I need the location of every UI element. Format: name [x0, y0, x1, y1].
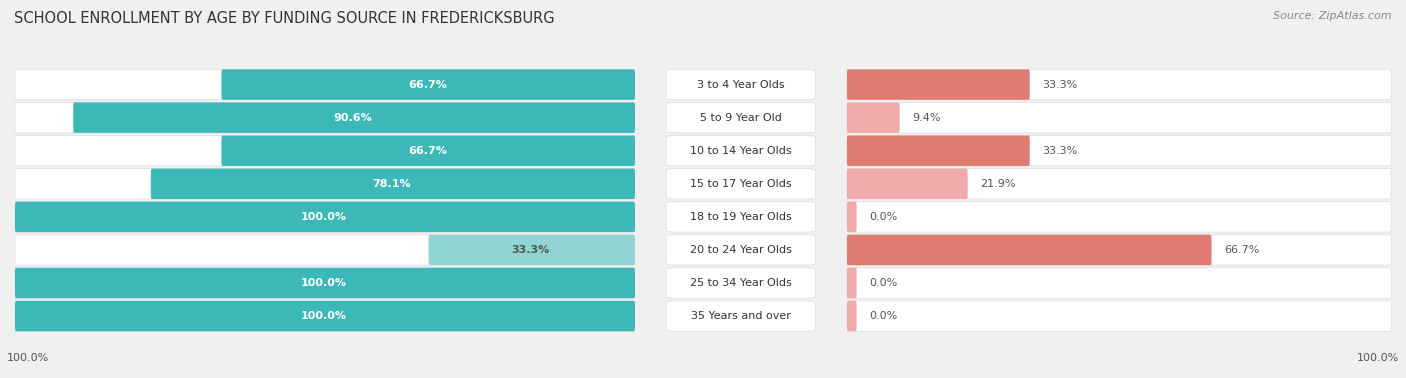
Text: 33.3%: 33.3% — [1042, 80, 1078, 90]
FancyBboxPatch shape — [73, 102, 636, 133]
FancyBboxPatch shape — [15, 268, 636, 298]
Text: 90.6%: 90.6% — [333, 113, 373, 122]
Text: 100.0%: 100.0% — [7, 353, 49, 363]
FancyBboxPatch shape — [846, 169, 967, 199]
Text: 100.0%: 100.0% — [301, 212, 347, 222]
Text: 0.0%: 0.0% — [869, 311, 897, 321]
Text: 20 to 24 Year Olds: 20 to 24 Year Olds — [690, 245, 792, 255]
Text: 100.0%: 100.0% — [301, 278, 347, 288]
Text: 0.0%: 0.0% — [869, 278, 897, 288]
FancyBboxPatch shape — [848, 135, 1391, 166]
Text: 100.0%: 100.0% — [1357, 353, 1399, 363]
FancyBboxPatch shape — [222, 70, 636, 100]
Text: 66.7%: 66.7% — [408, 80, 447, 90]
FancyBboxPatch shape — [666, 70, 815, 100]
FancyBboxPatch shape — [848, 202, 1391, 232]
FancyBboxPatch shape — [15, 135, 633, 166]
Text: 66.7%: 66.7% — [1225, 245, 1260, 255]
Text: 5 to 9 Year Old: 5 to 9 Year Old — [700, 113, 782, 122]
FancyBboxPatch shape — [666, 268, 815, 298]
FancyBboxPatch shape — [666, 235, 815, 265]
FancyBboxPatch shape — [15, 301, 636, 331]
Text: 0.0%: 0.0% — [869, 212, 897, 222]
Text: 33.3%: 33.3% — [512, 245, 550, 255]
FancyBboxPatch shape — [846, 136, 1029, 166]
Text: 18 to 19 Year Olds: 18 to 19 Year Olds — [690, 212, 792, 222]
FancyBboxPatch shape — [15, 301, 633, 331]
FancyBboxPatch shape — [848, 268, 1391, 298]
FancyBboxPatch shape — [666, 135, 815, 166]
FancyBboxPatch shape — [15, 202, 633, 232]
Text: 78.1%: 78.1% — [373, 179, 412, 189]
FancyBboxPatch shape — [846, 70, 1029, 100]
Text: SCHOOL ENROLLMENT BY AGE BY FUNDING SOURCE IN FREDERICKSBURG: SCHOOL ENROLLMENT BY AGE BY FUNDING SOUR… — [14, 11, 555, 26]
FancyBboxPatch shape — [848, 301, 1391, 331]
FancyBboxPatch shape — [666, 202, 815, 232]
Text: 15 to 17 Year Olds: 15 to 17 Year Olds — [690, 179, 792, 189]
FancyBboxPatch shape — [15, 268, 633, 298]
Text: 10 to 14 Year Olds: 10 to 14 Year Olds — [690, 146, 792, 156]
FancyBboxPatch shape — [848, 169, 1391, 199]
Text: 66.7%: 66.7% — [408, 146, 447, 156]
FancyBboxPatch shape — [846, 268, 856, 298]
FancyBboxPatch shape — [846, 202, 856, 232]
FancyBboxPatch shape — [666, 102, 815, 133]
FancyBboxPatch shape — [848, 235, 1391, 265]
FancyBboxPatch shape — [15, 202, 636, 232]
FancyBboxPatch shape — [15, 235, 633, 265]
FancyBboxPatch shape — [846, 102, 900, 133]
Text: 9.4%: 9.4% — [912, 113, 941, 122]
Text: 35 Years and over: 35 Years and over — [690, 311, 790, 321]
FancyBboxPatch shape — [15, 70, 633, 100]
FancyBboxPatch shape — [666, 169, 815, 199]
FancyBboxPatch shape — [15, 102, 633, 133]
FancyBboxPatch shape — [666, 301, 815, 331]
FancyBboxPatch shape — [150, 169, 636, 199]
Text: 33.3%: 33.3% — [1042, 146, 1078, 156]
FancyBboxPatch shape — [846, 235, 1212, 265]
FancyBboxPatch shape — [15, 169, 633, 199]
FancyBboxPatch shape — [848, 70, 1391, 100]
Text: 3 to 4 Year Olds: 3 to 4 Year Olds — [697, 80, 785, 90]
FancyBboxPatch shape — [222, 136, 636, 166]
FancyBboxPatch shape — [429, 235, 636, 265]
FancyBboxPatch shape — [846, 301, 856, 331]
FancyBboxPatch shape — [848, 102, 1391, 133]
Text: Source: ZipAtlas.com: Source: ZipAtlas.com — [1274, 11, 1392, 21]
Text: 25 to 34 Year Olds: 25 to 34 Year Olds — [690, 278, 792, 288]
Text: 21.9%: 21.9% — [980, 179, 1017, 189]
Text: 100.0%: 100.0% — [301, 311, 347, 321]
